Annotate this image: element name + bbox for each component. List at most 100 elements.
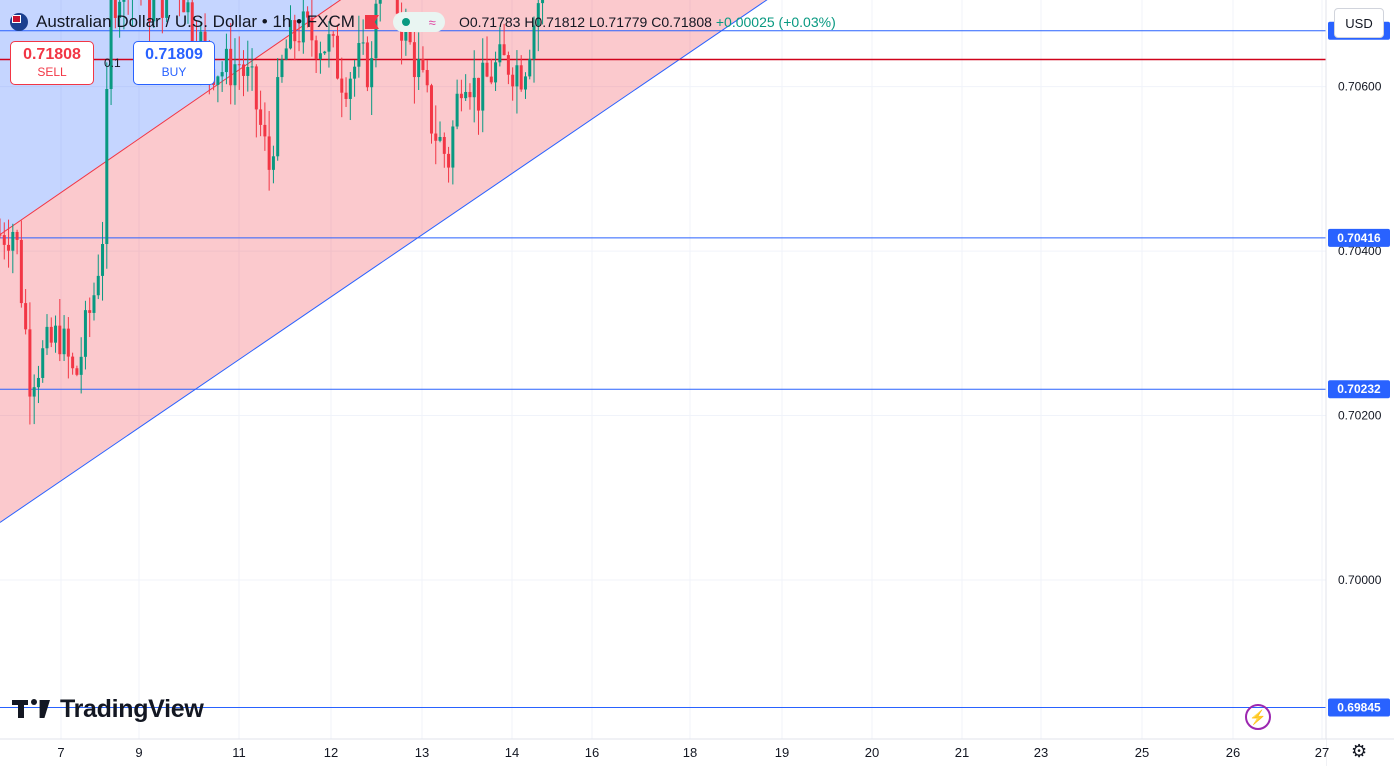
candle-body: [220, 72, 224, 77]
brand-name: TradingView: [60, 694, 204, 723]
candle-body: [96, 275, 100, 296]
candle-body: [442, 136, 446, 154]
candle-body: [105, 89, 109, 245]
candle-body: [293, 20, 297, 42]
ohlc-values: O0.71783 H0.71812 L0.71779 C0.71808 +0.0…: [459, 14, 836, 30]
candle-body: [276, 77, 280, 157]
channel-lower-line: [0, 0, 768, 523]
candle-body: [378, 0, 382, 4]
channel-middle-line: [0, 0, 342, 236]
candle-body: [297, 41, 301, 43]
time-tick-label: 11: [232, 745, 246, 760]
level-label-0.69845-bg: [1328, 698, 1390, 717]
candle-body: [2, 235, 6, 245]
candle-body: [88, 310, 92, 313]
candle-body: [365, 42, 369, 88]
candle-body: [425, 70, 429, 86]
candle-body: [421, 58, 425, 71]
candle-body: [45, 326, 49, 349]
candle-body: [11, 231, 15, 251]
candle-body: [101, 244, 105, 276]
order-quantity[interactable]: 0.1: [104, 56, 121, 70]
candle-body: [49, 326, 53, 343]
candle-body: [160, 0, 164, 18]
tradingview-logo-icon: [12, 698, 52, 720]
candle-body: [152, 0, 156, 22]
candle-body: [36, 377, 40, 388]
market-status-pill[interactable]: ≈: [392, 12, 445, 32]
candle-body: [109, 0, 113, 90]
candle-body: [327, 34, 331, 52]
candle-body: [310, 17, 314, 41]
candle-body: [481, 62, 485, 111]
time-tick-label: 25: [1135, 745, 1149, 760]
price-tick-label: 0.70600: [1338, 80, 1382, 94]
candle-body: [348, 78, 352, 99]
candle-body: [28, 329, 32, 397]
candle-body: [229, 48, 233, 86]
candle-body: [532, 25, 536, 60]
candle-body: [528, 59, 532, 77]
ohlc-open: O0.71783: [458, 14, 521, 30]
price-tick-label: 0.70400: [1338, 244, 1382, 258]
candle-body: [24, 303, 28, 330]
candle-body: [494, 62, 498, 83]
sell-button[interactable]: 0.71808 SELL: [10, 41, 94, 85]
australia-flag-icon: [10, 13, 28, 31]
time-tick-label: 23: [1034, 745, 1048, 760]
candle-body: [62, 328, 66, 355]
gear-icon[interactable]: ⚙: [1351, 741, 1368, 761]
time-tick-label: 12: [324, 745, 338, 760]
symbol-title[interactable]: Australian Dollar / U.S. Dollar • 1h • F…: [36, 12, 355, 31]
flag-icon[interactable]: [364, 15, 379, 29]
candle-body: [331, 34, 335, 36]
candle-body: [404, 23, 408, 41]
time-tick-label: 21: [955, 745, 969, 760]
level-label-0.70416-bg: [1328, 228, 1390, 247]
time-tick-label: 19: [775, 745, 789, 760]
currency-button[interactable]: USD: [1334, 8, 1384, 38]
candle-body: [203, 31, 207, 43]
candle-body: [41, 348, 45, 378]
candle-body: [267, 136, 271, 170]
candle-body: [71, 356, 75, 369]
eye-icon: [402, 18, 411, 26]
candle-body: [511, 74, 515, 87]
candle-body: [148, 0, 152, 22]
candle-body: [54, 325, 58, 343]
candle-body: [515, 65, 519, 87]
candle-body: [271, 156, 275, 170]
bolt-icon[interactable]: ⚡: [1245, 704, 1271, 730]
chart-legend: Australian Dollar / U.S. Dollar • 1h • F…: [10, 11, 836, 33]
candle-body: [502, 44, 506, 56]
candle-body: [417, 58, 421, 78]
tradingview-logo[interactable]: TradingView: [12, 694, 204, 724]
candle-body: [464, 91, 468, 99]
candle-body: [15, 231, 19, 240]
sell-price: 0.71808: [23, 46, 81, 63]
time-axis: [0, 739, 1326, 766]
candle-body: [246, 67, 250, 76]
buy-button[interactable]: 0.71809 BUY: [133, 41, 215, 85]
candle-body: [361, 42, 365, 44]
level-label-0.70232: 0.70232: [1337, 382, 1381, 396]
candle-body: [374, 3, 378, 59]
candle-body: [289, 20, 293, 49]
wave-icon: ≈: [428, 14, 436, 30]
time-tick-label: 27: [1315, 745, 1329, 760]
candle-body: [447, 153, 451, 168]
candle-body: [353, 66, 357, 79]
buy-price: 0.71809: [145, 46, 203, 63]
candle-body: [280, 59, 284, 78]
candle-body: [451, 126, 455, 168]
candle-body: [323, 51, 327, 54]
candle-body: [438, 136, 442, 141]
candle-body: [335, 35, 339, 79]
candle-body: [113, 0, 117, 18]
time-tick-label: 18: [683, 745, 697, 760]
candle-body: [459, 93, 463, 99]
ohlc-change: +0.00025 (+0.03%): [715, 14, 836, 30]
candle-body: [233, 64, 237, 86]
